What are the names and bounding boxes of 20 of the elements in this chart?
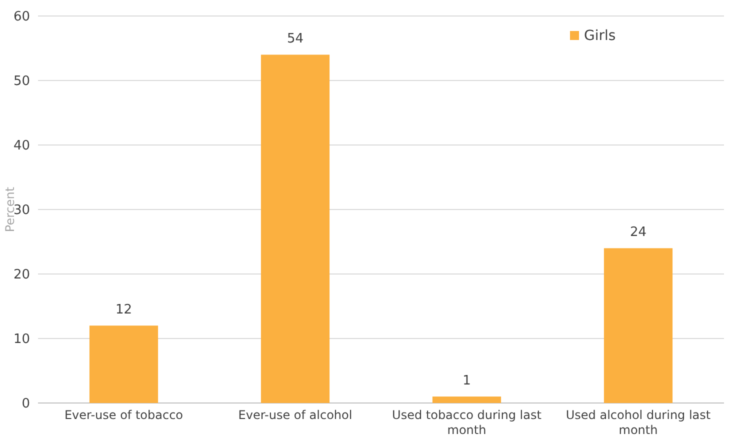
data-label: 54 bbox=[286, 32, 304, 47]
bar bbox=[432, 396, 502, 403]
bar bbox=[89, 326, 158, 403]
x-tick-label: Ever-use of tobacco bbox=[64, 408, 184, 422]
x-tick-label: Used alcohol during last month bbox=[566, 408, 711, 437]
x-tick-label: Ever-use of alcohol bbox=[238, 408, 352, 422]
y-tick-label: 50 bbox=[13, 74, 30, 90]
x-tick-label: Used tobacco during last month bbox=[392, 408, 542, 437]
y-tick-label: 30 bbox=[13, 203, 30, 218]
y-tick-label: 20 bbox=[13, 268, 30, 283]
legend-label: Girls bbox=[584, 28, 616, 44]
data-label: 1 bbox=[462, 374, 471, 389]
y-tick-label: 0 bbox=[22, 396, 30, 412]
bar bbox=[260, 54, 330, 403]
data-label: 24 bbox=[630, 225, 647, 240]
bar bbox=[604, 248, 673, 403]
y-tick-label: 10 bbox=[13, 332, 30, 348]
y-tick-label: 40 bbox=[13, 138, 30, 154]
y-tick-label: 60 bbox=[13, 10, 30, 25]
data-label: 12 bbox=[115, 302, 132, 318]
